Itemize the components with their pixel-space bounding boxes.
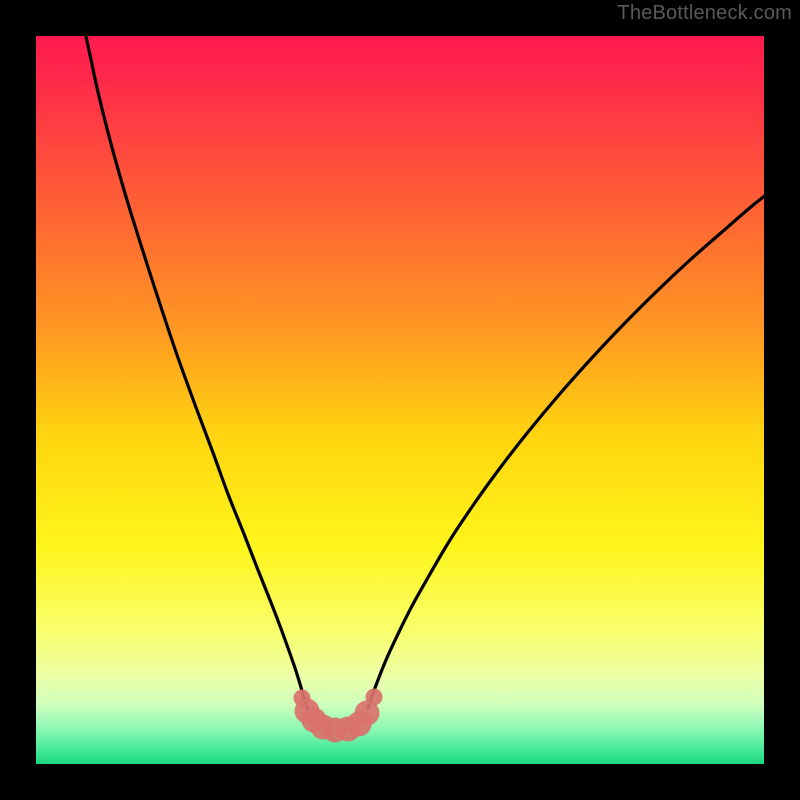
gradient-background xyxy=(36,36,764,764)
bottleneck-chart xyxy=(0,0,800,800)
chart-frame: TheBottleneck.com xyxy=(0,0,800,800)
watermark-text: TheBottleneck.com xyxy=(617,2,792,25)
valley-marker xyxy=(366,689,383,706)
